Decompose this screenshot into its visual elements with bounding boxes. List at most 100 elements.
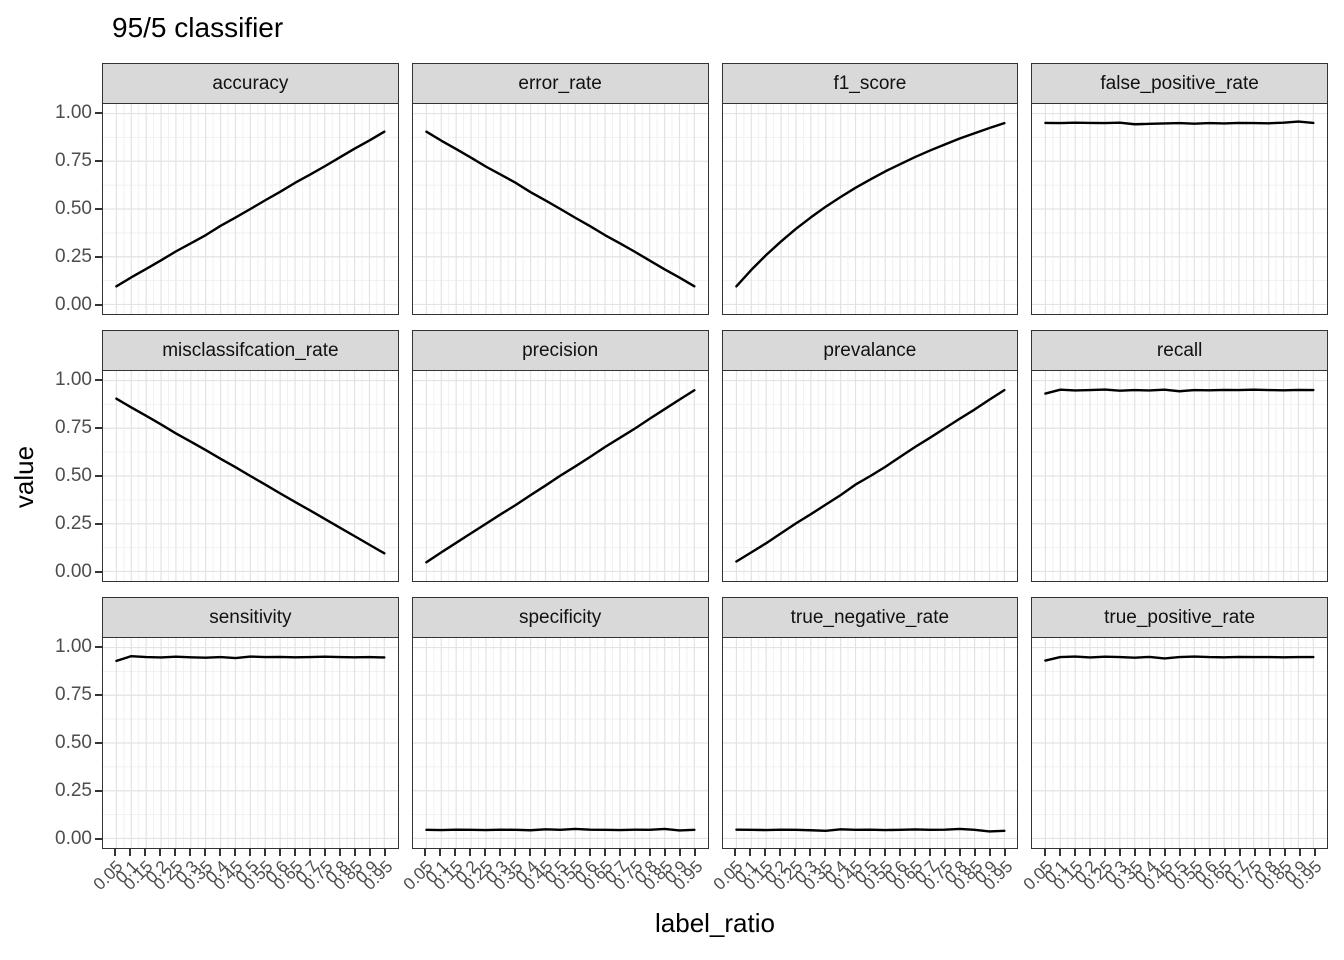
x-tick-mark: [838, 849, 841, 856]
line-plot: [723, 638, 1018, 848]
x-tick-mark: [604, 849, 607, 856]
facet-panel: [1031, 103, 1328, 315]
x-tick-mark: [514, 849, 517, 856]
facet-panel: [721, 370, 1019, 582]
data-line: [736, 390, 1004, 561]
x-tick-mark: [369, 849, 372, 856]
line-plot: [723, 371, 1018, 581]
line-plot: [103, 104, 398, 314]
facet-strip-label: sensitivity: [209, 606, 292, 628]
y-tick-mark: [95, 838, 102, 841]
y-tick-mark: [95, 571, 102, 574]
facet-strip: f1_score: [721, 63, 1019, 104]
x-tick-mark: [943, 849, 946, 856]
y-tick-mark: [95, 742, 102, 744]
y-tick-mark: [95, 111, 102, 114]
facet-error_rate: error_rate: [411, 63, 709, 315]
y-tick-label: 0.50: [55, 198, 92, 219]
y-tick-label: 0.75: [55, 149, 92, 171]
facet-strip: misclassifcation_rate: [102, 330, 399, 371]
y-tick-label: 0.00: [55, 561, 92, 583]
x-tick-mark: [763, 849, 766, 856]
x-tick-mark: [1133, 849, 1136, 856]
x-tick-mark: [973, 849, 976, 856]
y-tick-label: 0.50: [55, 465, 92, 486]
facet-sensitivity: sensitivity 0.05 0.1 0.15 0.2 0.25 0.3 0.35 0.4 0…: [90, 597, 399, 894]
line-plot: [103, 371, 398, 581]
x-tick-mark: [1073, 849, 1076, 856]
y-tick-label: 1.00: [55, 101, 92, 123]
x-tick-mark: [354, 849, 357, 856]
x-tick-mark: [748, 849, 751, 856]
x-tick-mark: [634, 849, 637, 856]
x-tick-mark: [559, 849, 562, 856]
plot-title: 95/5 classifier: [112, 12, 284, 43]
line-plot: [723, 104, 1018, 314]
x-tick-mark: [808, 849, 811, 856]
data-line: [736, 829, 1004, 831]
y-tick-mark: [95, 645, 102, 648]
facet-strip: false_positive_rate: [1031, 63, 1328, 104]
x-tick-mark: [294, 849, 297, 856]
facet-strip-label: prevalance: [823, 339, 917, 361]
line-plot: [1032, 104, 1327, 314]
line-plot: [103, 638, 398, 848]
x-tick-mark: [1298, 849, 1301, 856]
x-tick-mark: [1208, 849, 1211, 856]
facet-strip-label: f1_score: [833, 72, 907, 94]
x-tick-mark: [1043, 849, 1046, 856]
x-tick-mark: [1163, 849, 1166, 856]
facet-strip-label: true_negative_rate: [790, 606, 950, 628]
y-tick-mark: [95, 378, 102, 381]
x-tick-mark: [1193, 849, 1196, 856]
y-tick-label: 0.00: [55, 828, 92, 850]
x-tick-mark: [424, 849, 427, 856]
facet-strip: specificity: [411, 597, 709, 638]
facet-panel: [411, 103, 709, 315]
x-tick-mark: [868, 849, 871, 856]
facet-panel: [411, 370, 709, 582]
line-plot: [1032, 371, 1327, 581]
y-tick-mark: [95, 256, 102, 259]
line-plot: [413, 638, 708, 848]
facet-panel: [721, 103, 1019, 315]
line-plot: [1032, 638, 1327, 848]
y-tick-label: 0.25: [55, 513, 92, 535]
x-tick-mark: [469, 849, 472, 856]
x-axis-title: label_ratio: [655, 908, 775, 938]
x-tick-mark: [234, 849, 237, 856]
x-tick-mark: [883, 849, 886, 856]
data-line: [736, 123, 1004, 286]
x-tick-mark: [279, 849, 282, 856]
facet-strip: true_negative_rate: [721, 597, 1019, 638]
x-tick-mark: [733, 849, 736, 856]
data-line: [1046, 657, 1314, 661]
x-tick-mark: [219, 849, 222, 856]
facet-recall: recall: [1031, 330, 1328, 582]
x-tick-mark: [913, 849, 916, 856]
x-tick-mark: [189, 849, 192, 856]
facet-strip: error_rate: [411, 63, 709, 104]
x-tick-mark: [159, 849, 162, 856]
x-tick-mark: [129, 849, 132, 856]
x-tick-mark: [1103, 849, 1106, 856]
facet-strip-label: recall: [1156, 339, 1203, 361]
x-tick-mark: [114, 849, 117, 856]
y-tick-mark: [95, 304, 102, 307]
y-tick-label: 0.75: [55, 416, 92, 438]
facet-strip: prevalance: [721, 330, 1019, 371]
y-tick-mark: [95, 475, 102, 477]
line-plot: [413, 104, 708, 314]
x-tick-mark: [439, 849, 442, 856]
facet-strip: recall: [1031, 330, 1328, 371]
x-tick-mark: [1003, 849, 1006, 856]
x-tick-mark: [1238, 849, 1241, 856]
facet-panel: [1031, 370, 1328, 582]
y-tick-label: 0.00: [55, 294, 92, 316]
facet-strip-label: false_positive_rate: [1100, 72, 1259, 94]
x-tick-mark: [264, 849, 267, 856]
facet-panel: [102, 637, 399, 849]
x-tick-mark: [499, 849, 502, 856]
x-tick-mark: [249, 849, 252, 856]
